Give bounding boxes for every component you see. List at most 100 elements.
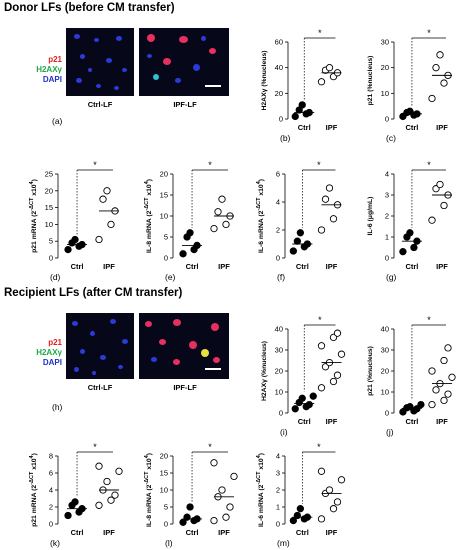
significance-marker: *	[208, 442, 212, 452]
y-tick-label: 0	[385, 115, 389, 124]
y-tick-label: 6	[49, 469, 53, 478]
nucleus	[201, 349, 209, 357]
nucleus	[163, 58, 171, 65]
ipf-point	[325, 486, 334, 494]
y-tick-label: 15	[160, 191, 168, 200]
x-category-label: IPF	[326, 417, 338, 426]
significance-marker: *	[208, 160, 212, 170]
ipf-point	[222, 220, 230, 229]
nucleus	[211, 323, 219, 331]
chart-c: 0 10 20 30 p21 (%nucleus) Ctrl IPF * (c)	[367, 28, 452, 143]
micrograph-label-ctrl-a: Ctrl-LF	[87, 100, 113, 109]
x-category-label: Ctrl	[298, 123, 311, 132]
y-tick-label: 30	[381, 38, 389, 47]
nucleus	[100, 355, 106, 360]
panel-letter: (b)	[280, 133, 291, 143]
x-category-label: Ctrl	[186, 528, 199, 537]
ipf-point	[210, 516, 218, 525]
ipf-point	[337, 476, 346, 484]
nucleus	[74, 367, 79, 372]
ctrl-point	[298, 394, 306, 402]
ipf-point	[432, 64, 440, 72]
ctrl-point	[64, 245, 72, 254]
y-tick-label: 15	[45, 203, 53, 212]
y-axis-label: IL-8 mRNA (2-ΔCT x104)	[144, 453, 153, 527]
chart-i: 0 10 20 30 40 H2AXγ (%nucleus) Ctrl IPF * (i)	[261, 315, 346, 437]
ipf-point	[317, 384, 326, 392]
ctrl-point	[410, 243, 418, 252]
nucleus	[110, 319, 116, 324]
stain-label-p21: p21	[48, 338, 62, 347]
ipf-point	[218, 195, 226, 203]
nucleus	[147, 34, 155, 42]
ctrl-point	[71, 498, 79, 506]
ipf-point	[99, 195, 107, 203]
ipf-point	[226, 503, 234, 511]
ipf-point	[444, 344, 452, 352]
ipf-point	[230, 472, 238, 481]
y-tick-label: 10	[160, 212, 168, 221]
ipf-point	[325, 184, 334, 192]
ipf-point	[440, 396, 448, 405]
ctrl-point	[309, 392, 317, 400]
panel-letter: (l)	[165, 538, 173, 548]
significance-marker: *	[318, 28, 322, 38]
x-category-label: Ctrl	[405, 262, 418, 271]
x-category-label: IPF	[326, 262, 338, 271]
nucleus	[173, 359, 180, 365]
y-axis-label: IL-6 mRNA (2-ΔCT x104)	[256, 179, 265, 253]
ipf-point	[428, 94, 436, 103]
y-tick-label: 5	[49, 237, 53, 246]
y-tick-label: 4	[276, 198, 280, 207]
y-axis-label: H2AXγ (%nucleus)	[261, 50, 268, 110]
significance-marker: *	[317, 160, 321, 170]
nucleus	[193, 64, 200, 71]
panel-letter-a: (a)	[52, 116, 63, 126]
micrograph-label-ipf-h: IPF-LF	[173, 383, 197, 392]
ipf-point	[428, 400, 436, 409]
panel-letter: (g)	[386, 272, 397, 282]
nucleus	[92, 371, 96, 375]
nucleus	[96, 84, 101, 88]
nucleus	[106, 58, 112, 63]
x-category-label: IPF	[326, 528, 338, 537]
nucleus	[179, 36, 188, 43]
y-axis-label: IL-6 (μg/mL)	[367, 197, 374, 236]
x-category-label: IPF	[436, 262, 448, 271]
ipf-point	[222, 513, 230, 521]
y-tick-label: 0	[164, 520, 168, 529]
micrograph-label-ipf-a: IPF-LF	[173, 100, 197, 109]
ipf-point	[333, 329, 342, 337]
y-tick-label: 8	[49, 452, 53, 461]
ipf-point	[333, 371, 342, 379]
ctrl-point	[186, 229, 194, 237]
ctrl-point	[179, 250, 187, 258]
x-category-label: Ctrl	[298, 417, 311, 426]
x-category-label: Ctrl	[405, 123, 418, 132]
y-tick-label: 40	[275, 63, 283, 72]
y-tick-label: 2	[385, 212, 389, 221]
nucleus	[159, 339, 166, 345]
y-tick-label: 20	[160, 452, 168, 461]
ctrl-point	[183, 513, 191, 521]
x-category-label: IPF	[103, 528, 115, 537]
nucleus	[116, 36, 122, 41]
ipf-point	[432, 386, 440, 394]
nucleus	[76, 78, 82, 83]
nucleus	[173, 319, 181, 326]
ipf-point	[317, 226, 326, 234]
nucleus	[151, 357, 157, 362]
ctrl-point	[291, 405, 299, 413]
chart-j: 0 10 20 30 40 p21 (%nucleus) Ctrl IPF * (j)	[367, 315, 456, 437]
x-category-label: IPF	[218, 262, 230, 271]
ipf-point	[317, 467, 326, 475]
ipf-point	[329, 505, 338, 513]
ipf-point	[333, 498, 342, 506]
ipf-point	[440, 79, 448, 87]
ipf-point	[210, 459, 218, 467]
chart-m: 0 1 2 3 4 IL-6 mRNA (2-ΔCT x104) Ctrl IPF * (m)	[256, 442, 346, 548]
stain-label-dapi: DAPI	[42, 75, 62, 84]
y-tick-label: 0	[164, 254, 168, 263]
ipf-point	[329, 215, 338, 223]
chart-k: 0 2 4 6 8 p21 mRNA (2-ΔCT x104) Ctrl IPF * (k)	[29, 442, 123, 548]
